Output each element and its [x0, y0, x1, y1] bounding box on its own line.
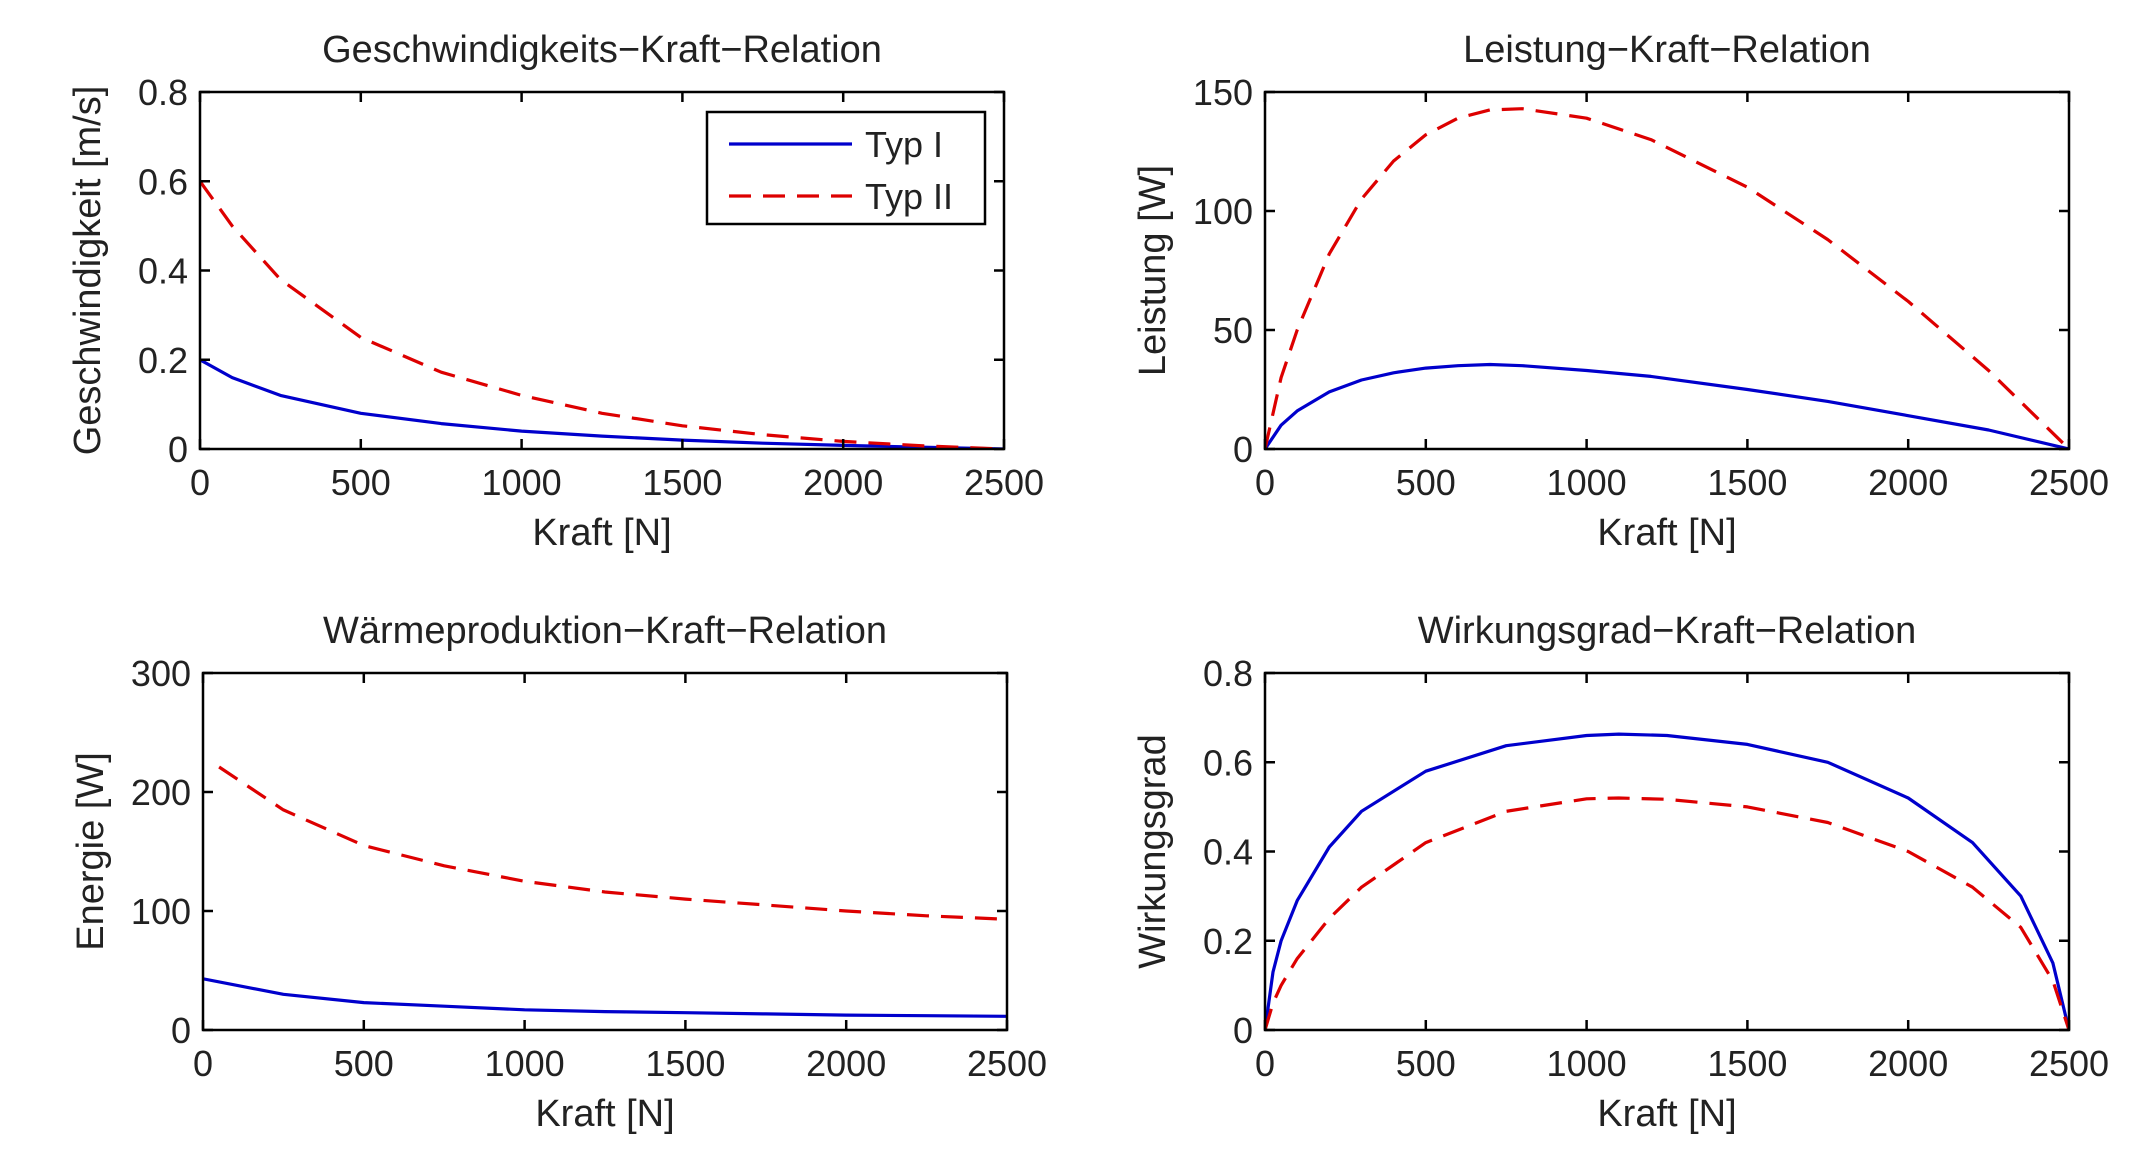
- y-tick-label: 0: [1233, 429, 1253, 470]
- x-tick-label: 0: [1255, 1043, 1275, 1084]
- x-axis-label: Kraft [N]: [535, 1093, 674, 1135]
- series-line-typ-i: [1265, 362, 2069, 449]
- series-line-typ-i: [203, 977, 1007, 1018]
- axes-frame: [201, 671, 1009, 1032]
- x-tick-label: 1500: [642, 462, 722, 503]
- y-tick-label: 0: [1233, 1010, 1253, 1051]
- x-tick-label: 500: [1396, 1043, 1456, 1084]
- y-tick-label: 100: [1193, 191, 1253, 232]
- y-tick-label: 0: [171, 1010, 191, 1051]
- x-tick-label: 2000: [1868, 1043, 1948, 1084]
- axes-frame: [1263, 90, 2071, 451]
- y-tick-label: 200: [131, 772, 191, 813]
- y-axis-label: Wirkungsgrad: [1132, 734, 1174, 968]
- legend: Typ I Typ II: [705, 110, 987, 226]
- x-tick-label: 1500: [1707, 462, 1787, 503]
- x-tick-label: 0: [1255, 462, 1275, 503]
- y-tick-label: 50: [1213, 310, 1253, 351]
- series-line-typ-i: [1265, 732, 2069, 1030]
- y-tick-label: 0.8: [1203, 653, 1253, 694]
- y-tick-label: 300: [131, 653, 191, 694]
- x-tick-label: 500: [1396, 462, 1456, 503]
- x-tick-label: 0: [193, 1043, 213, 1084]
- x-tick-label: 1000: [1547, 462, 1627, 503]
- y-tick-label: 0.4: [138, 251, 188, 292]
- x-tick-label: 2500: [2029, 1043, 2109, 1084]
- x-tick-label: 2000: [1868, 462, 1948, 503]
- x-tick-label: 2000: [803, 462, 883, 503]
- x-tick-label: 1500: [645, 1043, 725, 1084]
- y-tick-label: 150: [1193, 72, 1253, 113]
- series-line-typ-ii: [200, 180, 1004, 449]
- series-line-typ-ii: [1265, 796, 2069, 1030]
- y-tick-label: 0.6: [1203, 742, 1253, 783]
- y-tick-label: 0.4: [1203, 832, 1253, 873]
- y-tick-label: 0.2: [138, 340, 188, 381]
- series-line-typ-ii: [1265, 107, 2069, 449]
- y-axis-label: Energie [W]: [70, 752, 112, 951]
- x-tick-label: 0: [190, 462, 210, 503]
- x-tick-label: 2000: [806, 1043, 886, 1084]
- series-line-typ-ii: [218, 765, 1007, 921]
- y-tick-label: 0.8: [138, 72, 188, 113]
- x-axis-label: Kraft [N]: [1597, 512, 1736, 554]
- x-axis-label: Kraft [N]: [532, 512, 671, 554]
- y-tick-label: 0.6: [138, 161, 188, 202]
- axes-frame: [1263, 671, 2071, 1032]
- x-tick-label: 1000: [1547, 1043, 1627, 1084]
- legend-label: Typ I: [865, 124, 943, 165]
- x-tick-label: 1000: [485, 1043, 565, 1084]
- x-axis-label: Kraft [N]: [1597, 1093, 1736, 1135]
- y-axis-label: Geschwindigkeit [m/s]: [67, 86, 109, 456]
- y-tick-label: 0.2: [1203, 921, 1253, 962]
- x-tick-label: 2500: [2029, 462, 2109, 503]
- x-tick-label: 500: [334, 1043, 394, 1084]
- x-tick-label: 1000: [482, 462, 562, 503]
- chart-title: Wirkungsgrad−Kraft−Relation: [1418, 610, 1916, 652]
- chart-title: Geschwindigkeits−Kraft−Relation: [322, 29, 882, 71]
- x-tick-label: 2500: [964, 462, 1044, 503]
- legend-box: [705, 110, 987, 226]
- series-line-typ-i: [200, 358, 1004, 449]
- y-tick-label: 0: [168, 429, 188, 470]
- x-tick-label: 500: [331, 462, 391, 503]
- x-tick-label: 2500: [967, 1043, 1047, 1084]
- legend-label: Typ II: [865, 176, 953, 217]
- y-axis-label: Leistung [W]: [1132, 165, 1174, 376]
- subplot-1: Geschwindigkeits−Kraft−Relation 0 500 1000 1…: [67, 29, 1044, 554]
- x-tick-label: 1500: [1707, 1043, 1787, 1084]
- chart-title: Leistung−Kraft−Relation: [1463, 29, 1871, 71]
- subplot-4: Wirkungsgrad−Kraft−Relation 0 500 1000 1500 2…: [1132, 610, 2109, 1135]
- y-tick-label: 100: [131, 891, 191, 932]
- chart-title: Wärmeproduktion−Kraft−Relation: [323, 610, 887, 652]
